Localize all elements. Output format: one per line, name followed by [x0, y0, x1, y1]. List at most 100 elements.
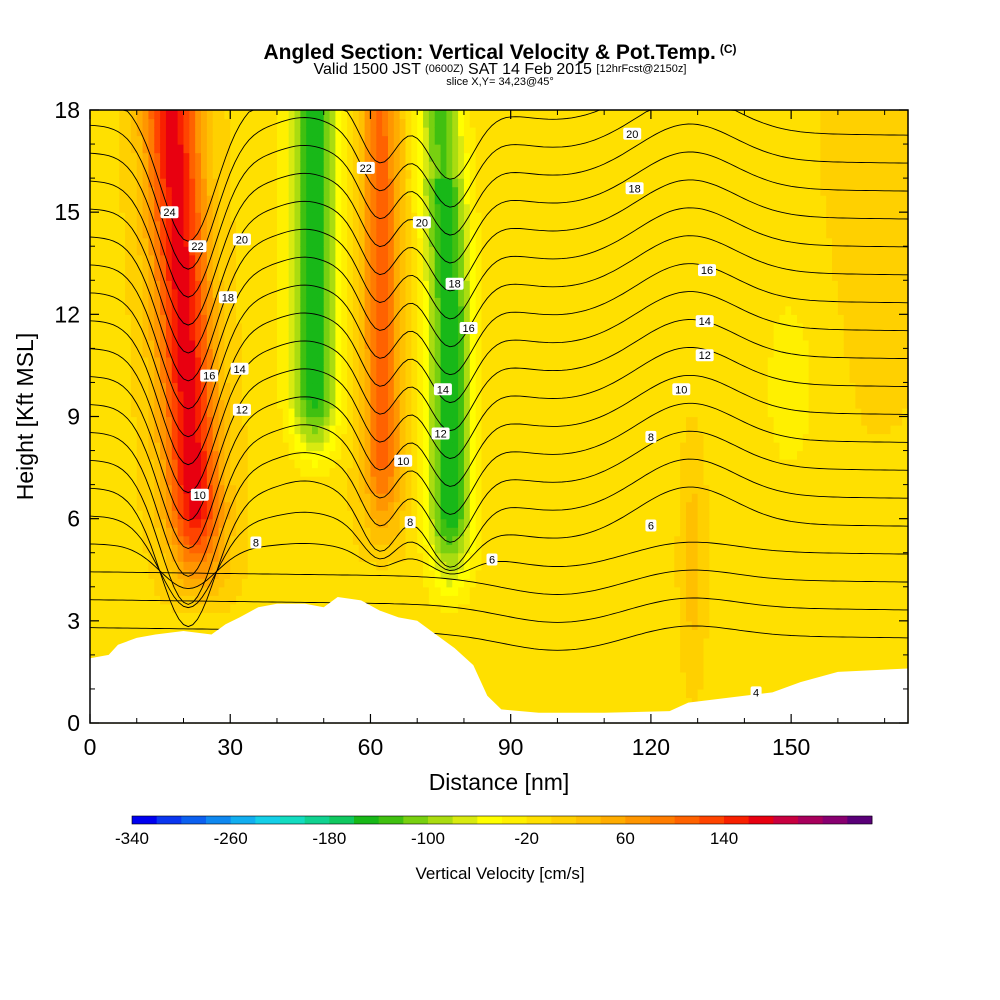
velocity-cell	[463, 450, 471, 460]
velocity-cell	[130, 629, 138, 639]
velocity-cell	[101, 229, 109, 239]
velocity-cell	[323, 433, 331, 443]
velocity-cell	[428, 161, 436, 171]
velocity-cell	[387, 569, 395, 579]
velocity-cell	[306, 501, 313, 511]
velocity-cell	[201, 501, 208, 511]
velocity-cell	[265, 450, 272, 460]
velocity-cell	[417, 484, 424, 494]
velocity-cell	[399, 527, 407, 537]
velocity-cell	[469, 390, 477, 401]
velocity-cell	[312, 510, 319, 520]
velocity-cell	[434, 373, 442, 384]
velocity-cell	[212, 297, 220, 307]
velocity-cell	[142, 322, 150, 332]
velocity-cell	[446, 144, 453, 154]
velocity-cell	[475, 484, 483, 494]
velocity-cell	[352, 288, 360, 298]
velocity-cell	[417, 280, 424, 290]
velocity-cell	[458, 237, 465, 247]
velocity-cell	[475, 527, 483, 537]
velocity-cell	[300, 144, 307, 154]
velocity-cell	[428, 110, 436, 120]
velocity-cell	[90, 433, 97, 443]
velocity-cell	[253, 595, 261, 605]
velocity-cell	[282, 493, 290, 503]
velocity-cell	[212, 195, 220, 205]
velocity-cell	[294, 322, 301, 332]
velocity-cell	[411, 552, 418, 562]
velocity-cell	[177, 169, 185, 179]
velocity-cell	[107, 629, 114, 639]
velocity-cell	[294, 195, 301, 205]
velocity-cell	[177, 161, 185, 171]
velocity-cell	[370, 229, 377, 239]
velocity-cell	[183, 127, 190, 137]
velocity-cell	[195, 382, 202, 392]
velocity-cell	[107, 127, 114, 137]
velocity-cell	[148, 186, 155, 196]
velocity-cell	[475, 654, 483, 665]
velocity-cell	[288, 373, 296, 384]
velocity-cell	[189, 110, 196, 120]
velocity-cell	[317, 544, 325, 554]
velocity-cell	[142, 186, 150, 196]
velocity-cell	[399, 561, 407, 571]
velocity-cell	[341, 467, 348, 477]
velocity-cell	[247, 476, 255, 486]
velocity-cell	[411, 365, 418, 375]
velocity-cell	[446, 544, 453, 554]
velocity-cell	[312, 527, 319, 537]
velocity-cell	[271, 493, 278, 503]
velocity-cell	[352, 544, 360, 554]
velocity-cell	[183, 331, 190, 341]
velocity-cell	[364, 237, 372, 247]
velocity-cell	[294, 339, 301, 349]
velocity-cell	[382, 569, 389, 579]
velocity-cell	[177, 127, 185, 137]
velocity-cell	[148, 493, 155, 503]
velocity-cell	[364, 450, 372, 460]
velocity-cell	[423, 612, 430, 622]
velocity-cell	[218, 356, 225, 367]
velocity-cell	[154, 356, 161, 367]
velocity-cell	[306, 110, 313, 120]
velocity-cell	[434, 118, 442, 128]
velocity-cell	[347, 110, 354, 120]
velocity-cell	[271, 152, 278, 162]
velocity-cell	[393, 152, 401, 162]
velocity-cell	[160, 110, 167, 120]
velocity-cell	[469, 433, 477, 443]
velocity-cell	[312, 322, 319, 332]
velocity-cell	[335, 305, 342, 315]
velocity-cell	[323, 552, 331, 562]
velocity-cell	[417, 339, 424, 349]
velocity-cell	[189, 161, 196, 171]
velocity-cell	[195, 331, 202, 341]
velocity-cell	[113, 442, 120, 452]
velocity-cell	[463, 612, 471, 622]
velocity-cell	[323, 578, 331, 588]
velocity-cell	[171, 339, 179, 349]
velocity-cell	[329, 373, 336, 384]
velocity-cell	[463, 595, 471, 605]
velocity-cell	[218, 433, 225, 443]
velocity-cell	[90, 178, 97, 188]
velocity-cell	[265, 425, 272, 435]
velocity-cell	[469, 467, 477, 477]
velocity-cell	[358, 339, 366, 349]
velocity-cell	[148, 569, 155, 579]
velocity-cell	[212, 127, 220, 137]
velocity-cell	[370, 518, 377, 528]
velocity-cell	[165, 535, 173, 545]
velocity-cell	[271, 442, 278, 452]
velocity-cell	[130, 501, 138, 511]
velocity-cell	[236, 510, 243, 520]
velocity-cell	[370, 527, 377, 537]
velocity-cell	[195, 220, 202, 230]
velocity-cell	[183, 212, 190, 222]
velocity-cell	[130, 535, 138, 545]
velocity-cell	[201, 288, 208, 298]
velocity-cell	[136, 603, 144, 613]
velocity-cell	[393, 229, 401, 239]
